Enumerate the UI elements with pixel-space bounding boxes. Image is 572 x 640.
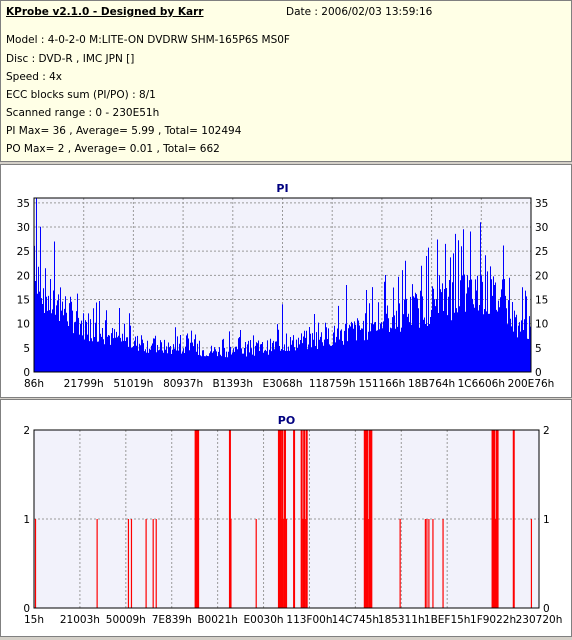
x-tick-label: 86h <box>24 378 44 390</box>
y-tick-label-right: 15 <box>535 295 548 307</box>
y-tick-label-right: 0 <box>543 603 550 615</box>
pi-summary-line: PI Max= 36 , Average= 5.99 , Total= 1024… <box>6 125 242 137</box>
po-chart: PO 0 0 1 1 2 2 15h 21003h 50009h 7E839h B0021h E0030… <box>23 414 563 626</box>
po-chart-panel: PO 0 0 1 1 2 2 15h 21003h 50009h 7E839h B0021h E0030… <box>0 399 572 637</box>
y-tick-label-right: 20 <box>535 270 548 282</box>
x-tick-label: 1BEF15h <box>424 614 471 626</box>
x-tick-label: 113F00h <box>286 614 332 626</box>
x-tick-label: 21799h <box>64 378 104 390</box>
x-tick-label: 14C745h <box>332 614 379 626</box>
chart-title: PI <box>276 182 288 195</box>
x-tick-label: 80937h <box>163 378 203 390</box>
app-title: KProbe v2.1.0 - Designed by Karr <box>6 6 204 18</box>
y-tick-label-left: 2 <box>23 425 30 437</box>
y-tick-label-right: 0 <box>535 367 542 379</box>
x-tick-label: 1F9022h <box>470 614 516 626</box>
y-tick-label-left: 25 <box>17 246 30 258</box>
x-tick-label: 15h <box>24 614 44 626</box>
x-tick-label: 151166h <box>359 378 406 390</box>
x-tick-label: 1C6606h <box>458 378 505 390</box>
plot-frame <box>33 197 532 373</box>
x-tick-label: E0030h <box>244 614 284 626</box>
po-summary-line: PO Max= 2 , Average= 0.01 , Total= 662 <box>6 143 220 155</box>
x-tick-label: B0021h <box>197 614 238 626</box>
x-tick-label: 51019h <box>113 378 153 390</box>
model-line: Model : 4-0-2-0 M:LITE-ON DVDRW SHM-165P… <box>6 34 290 46</box>
y-tick-label-right: 25 <box>535 246 548 258</box>
x-tick-label: 50009h <box>106 614 146 626</box>
y-tick-label-left: 15 <box>17 295 30 307</box>
y-tick-label-right: 1 <box>543 514 550 526</box>
y-tick-label-right: 30 <box>535 222 548 234</box>
plot-frame <box>33 429 540 609</box>
y-tick-label-right: 2 <box>543 425 550 437</box>
x-tick-label: E3068h <box>262 378 302 390</box>
y-tick-label-left: 1 <box>23 514 30 526</box>
pi-chart: PI 0 0 5 5 10 10 15 15 20 20 25 25 30 30 35 35 86h 21799h 5… <box>17 182 555 390</box>
x-tick-label: 230720h <box>516 614 563 626</box>
x-tick-label: 18B764h <box>408 378 455 390</box>
ecc-line: ECC blocks sum (PI/PO) : 8/1 <box>6 89 156 101</box>
chart-title: PO <box>278 414 295 427</box>
scan-date: Date : 2006/02/03 13:59:16 <box>286 6 433 18</box>
pi-chart-panel: PI 0 0 5 5 10 10 15 15 20 20 25 25 30 30 35 35 86h 21799h 5… <box>0 164 572 398</box>
y-tick-label-left: 10 <box>17 319 30 331</box>
info-header: KProbe v2.1.0 - Designed by Karr Date : … <box>0 0 572 162</box>
speed-line: Speed : 4x <box>6 71 63 83</box>
x-tick-label: 118759h <box>309 378 356 390</box>
y-tick-label-right: 5 <box>535 343 542 355</box>
y-tick-label-left: 20 <box>17 270 30 282</box>
y-tick-label-left: 30 <box>17 222 30 234</box>
x-tick-label: 21003h <box>60 614 100 626</box>
x-tick-label: 200E76h <box>508 378 555 390</box>
y-tick-label-left: 0 <box>23 367 30 379</box>
x-tick-label: 185311h <box>378 614 425 626</box>
x-tick-label: B1393h <box>213 378 254 390</box>
pi-error-area <box>34 198 531 372</box>
y-tick-label-right: 10 <box>535 319 548 331</box>
y-tick-label-right: 35 <box>535 198 548 210</box>
range-line: Scanned range : 0 - 230E51h <box>6 107 160 119</box>
y-tick-label-left: 0 <box>23 603 30 615</box>
y-tick-label-left: 5 <box>23 343 30 355</box>
y-tick-label-left: 35 <box>17 198 30 210</box>
x-tick-label: 7E839h <box>152 614 192 626</box>
disc-line: Disc : DVD-R , IMC JPN [] <box>6 53 135 65</box>
